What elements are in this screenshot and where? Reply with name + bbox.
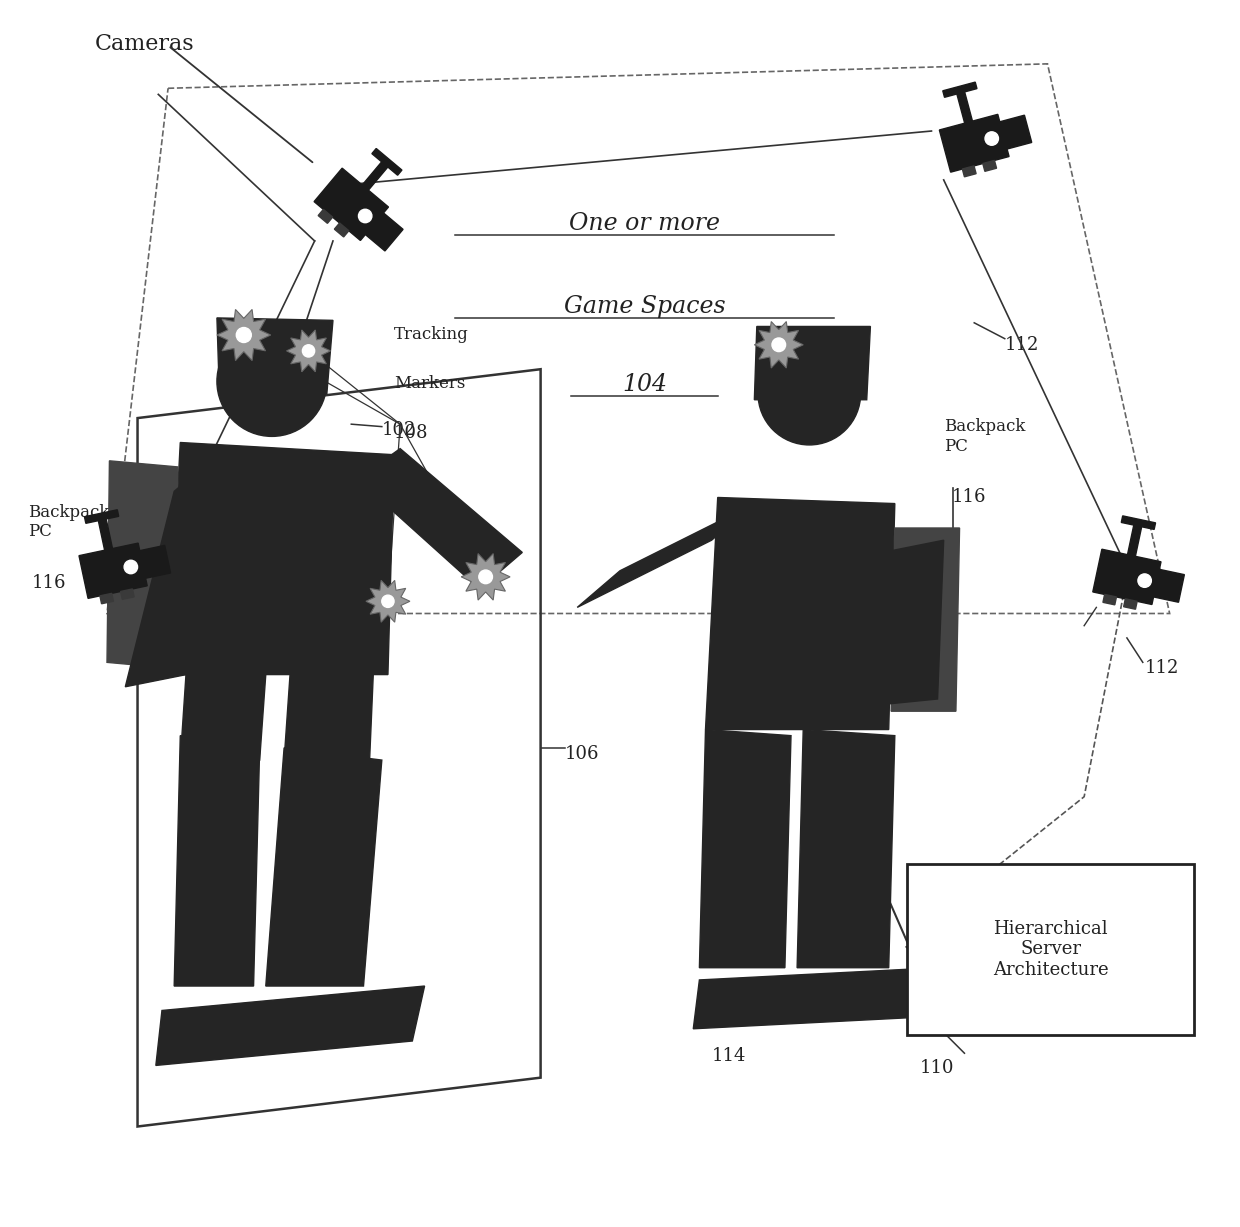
Polygon shape bbox=[107, 461, 177, 669]
Circle shape bbox=[217, 326, 327, 437]
Text: 104: 104 bbox=[622, 373, 667, 396]
Polygon shape bbox=[217, 318, 334, 394]
Circle shape bbox=[479, 571, 492, 584]
Polygon shape bbox=[693, 968, 937, 1028]
Circle shape bbox=[758, 342, 861, 445]
Polygon shape bbox=[962, 166, 976, 177]
Polygon shape bbox=[79, 544, 148, 599]
Polygon shape bbox=[217, 309, 270, 361]
Circle shape bbox=[773, 337, 786, 352]
Text: 106: 106 bbox=[565, 745, 599, 763]
Circle shape bbox=[358, 210, 372, 222]
Polygon shape bbox=[754, 326, 870, 400]
Polygon shape bbox=[140, 545, 171, 578]
Polygon shape bbox=[335, 223, 348, 237]
Polygon shape bbox=[999, 115, 1032, 148]
Polygon shape bbox=[699, 730, 791, 968]
Circle shape bbox=[985, 131, 998, 145]
Polygon shape bbox=[957, 92, 972, 123]
Text: 116: 116 bbox=[31, 574, 66, 593]
Text: Markers: Markers bbox=[394, 375, 465, 393]
Polygon shape bbox=[180, 669, 265, 760]
Polygon shape bbox=[940, 114, 1009, 172]
Polygon shape bbox=[1092, 550, 1161, 605]
Text: Cameras: Cameras bbox=[94, 33, 195, 55]
Polygon shape bbox=[1121, 515, 1156, 529]
Text: 112: 112 bbox=[1004, 336, 1039, 353]
Polygon shape bbox=[706, 497, 895, 730]
Circle shape bbox=[1138, 574, 1152, 588]
Polygon shape bbox=[754, 321, 804, 368]
Polygon shape bbox=[1153, 569, 1184, 602]
Polygon shape bbox=[983, 161, 997, 172]
Polygon shape bbox=[892, 528, 960, 712]
Polygon shape bbox=[461, 553, 510, 600]
Polygon shape bbox=[120, 589, 134, 599]
Polygon shape bbox=[319, 210, 332, 223]
Text: One or more: One or more bbox=[569, 212, 720, 234]
Circle shape bbox=[382, 595, 394, 607]
Text: 102: 102 bbox=[382, 421, 417, 439]
Circle shape bbox=[303, 345, 315, 357]
Text: 116: 116 bbox=[952, 487, 987, 506]
Text: Backpack
PC: Backpack PC bbox=[27, 503, 109, 540]
Text: 114: 114 bbox=[712, 1047, 746, 1065]
Polygon shape bbox=[169, 443, 394, 675]
Text: 108: 108 bbox=[394, 425, 429, 442]
Polygon shape bbox=[1123, 599, 1137, 610]
Text: 110: 110 bbox=[919, 1059, 954, 1077]
Polygon shape bbox=[98, 519, 113, 550]
Polygon shape bbox=[877, 540, 944, 706]
FancyBboxPatch shape bbox=[906, 864, 1194, 1034]
Polygon shape bbox=[265, 748, 382, 987]
Circle shape bbox=[237, 328, 252, 342]
Polygon shape bbox=[174, 736, 259, 987]
Polygon shape bbox=[286, 330, 331, 372]
Polygon shape bbox=[125, 455, 217, 687]
Polygon shape bbox=[357, 449, 522, 589]
Text: Hierarchical
Server
Architecture: Hierarchical Server Architecture bbox=[993, 919, 1109, 979]
Polygon shape bbox=[578, 503, 754, 607]
Polygon shape bbox=[314, 168, 388, 240]
Polygon shape bbox=[1127, 525, 1142, 556]
Polygon shape bbox=[942, 82, 977, 97]
Polygon shape bbox=[797, 730, 895, 968]
Polygon shape bbox=[362, 162, 388, 190]
Polygon shape bbox=[84, 509, 119, 523]
Polygon shape bbox=[1102, 594, 1116, 605]
Polygon shape bbox=[156, 987, 424, 1065]
Polygon shape bbox=[366, 213, 403, 252]
Circle shape bbox=[124, 561, 138, 574]
Text: 112: 112 bbox=[1146, 659, 1179, 677]
Polygon shape bbox=[372, 148, 402, 175]
Polygon shape bbox=[366, 580, 410, 622]
Polygon shape bbox=[100, 594, 113, 604]
Text: Game Spaces: Game Spaces bbox=[564, 294, 725, 318]
Polygon shape bbox=[284, 672, 373, 760]
Text: Backpack
PC: Backpack PC bbox=[944, 418, 1025, 455]
Text: Tracking: Tracking bbox=[394, 326, 469, 344]
